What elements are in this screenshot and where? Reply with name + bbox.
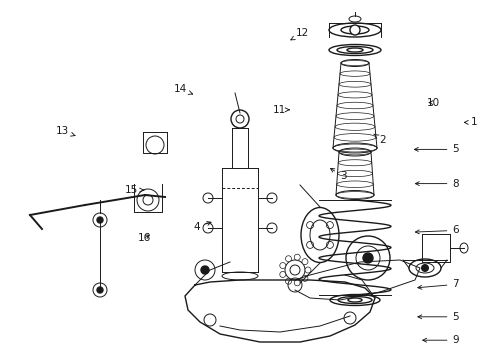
Circle shape xyxy=(302,258,308,265)
Circle shape xyxy=(363,253,373,263)
Text: 11: 11 xyxy=(272,105,289,115)
Circle shape xyxy=(280,262,286,269)
Circle shape xyxy=(421,264,429,272)
Text: 16: 16 xyxy=(138,233,151,243)
Text: 15: 15 xyxy=(124,185,144,195)
Circle shape xyxy=(280,271,286,278)
Circle shape xyxy=(305,267,311,273)
Text: 5: 5 xyxy=(418,312,459,322)
Circle shape xyxy=(294,254,300,260)
Text: 9: 9 xyxy=(423,335,459,345)
Circle shape xyxy=(286,278,292,284)
Text: 14: 14 xyxy=(173,84,193,94)
Text: 8: 8 xyxy=(416,179,459,189)
Text: 5: 5 xyxy=(415,144,459,154)
Circle shape xyxy=(201,266,209,274)
Text: 10: 10 xyxy=(427,98,440,108)
Text: 1: 1 xyxy=(465,117,478,127)
Text: 2: 2 xyxy=(374,134,386,145)
Circle shape xyxy=(286,256,292,262)
Circle shape xyxy=(97,287,103,293)
Text: 6: 6 xyxy=(416,225,459,235)
Text: 4: 4 xyxy=(194,221,211,232)
Text: 7: 7 xyxy=(418,279,459,289)
Text: 12: 12 xyxy=(291,28,310,40)
Text: 13: 13 xyxy=(56,126,75,136)
Circle shape xyxy=(294,280,300,286)
Circle shape xyxy=(302,275,308,282)
Circle shape xyxy=(350,25,360,35)
Text: 3: 3 xyxy=(330,168,346,181)
Circle shape xyxy=(97,217,103,223)
